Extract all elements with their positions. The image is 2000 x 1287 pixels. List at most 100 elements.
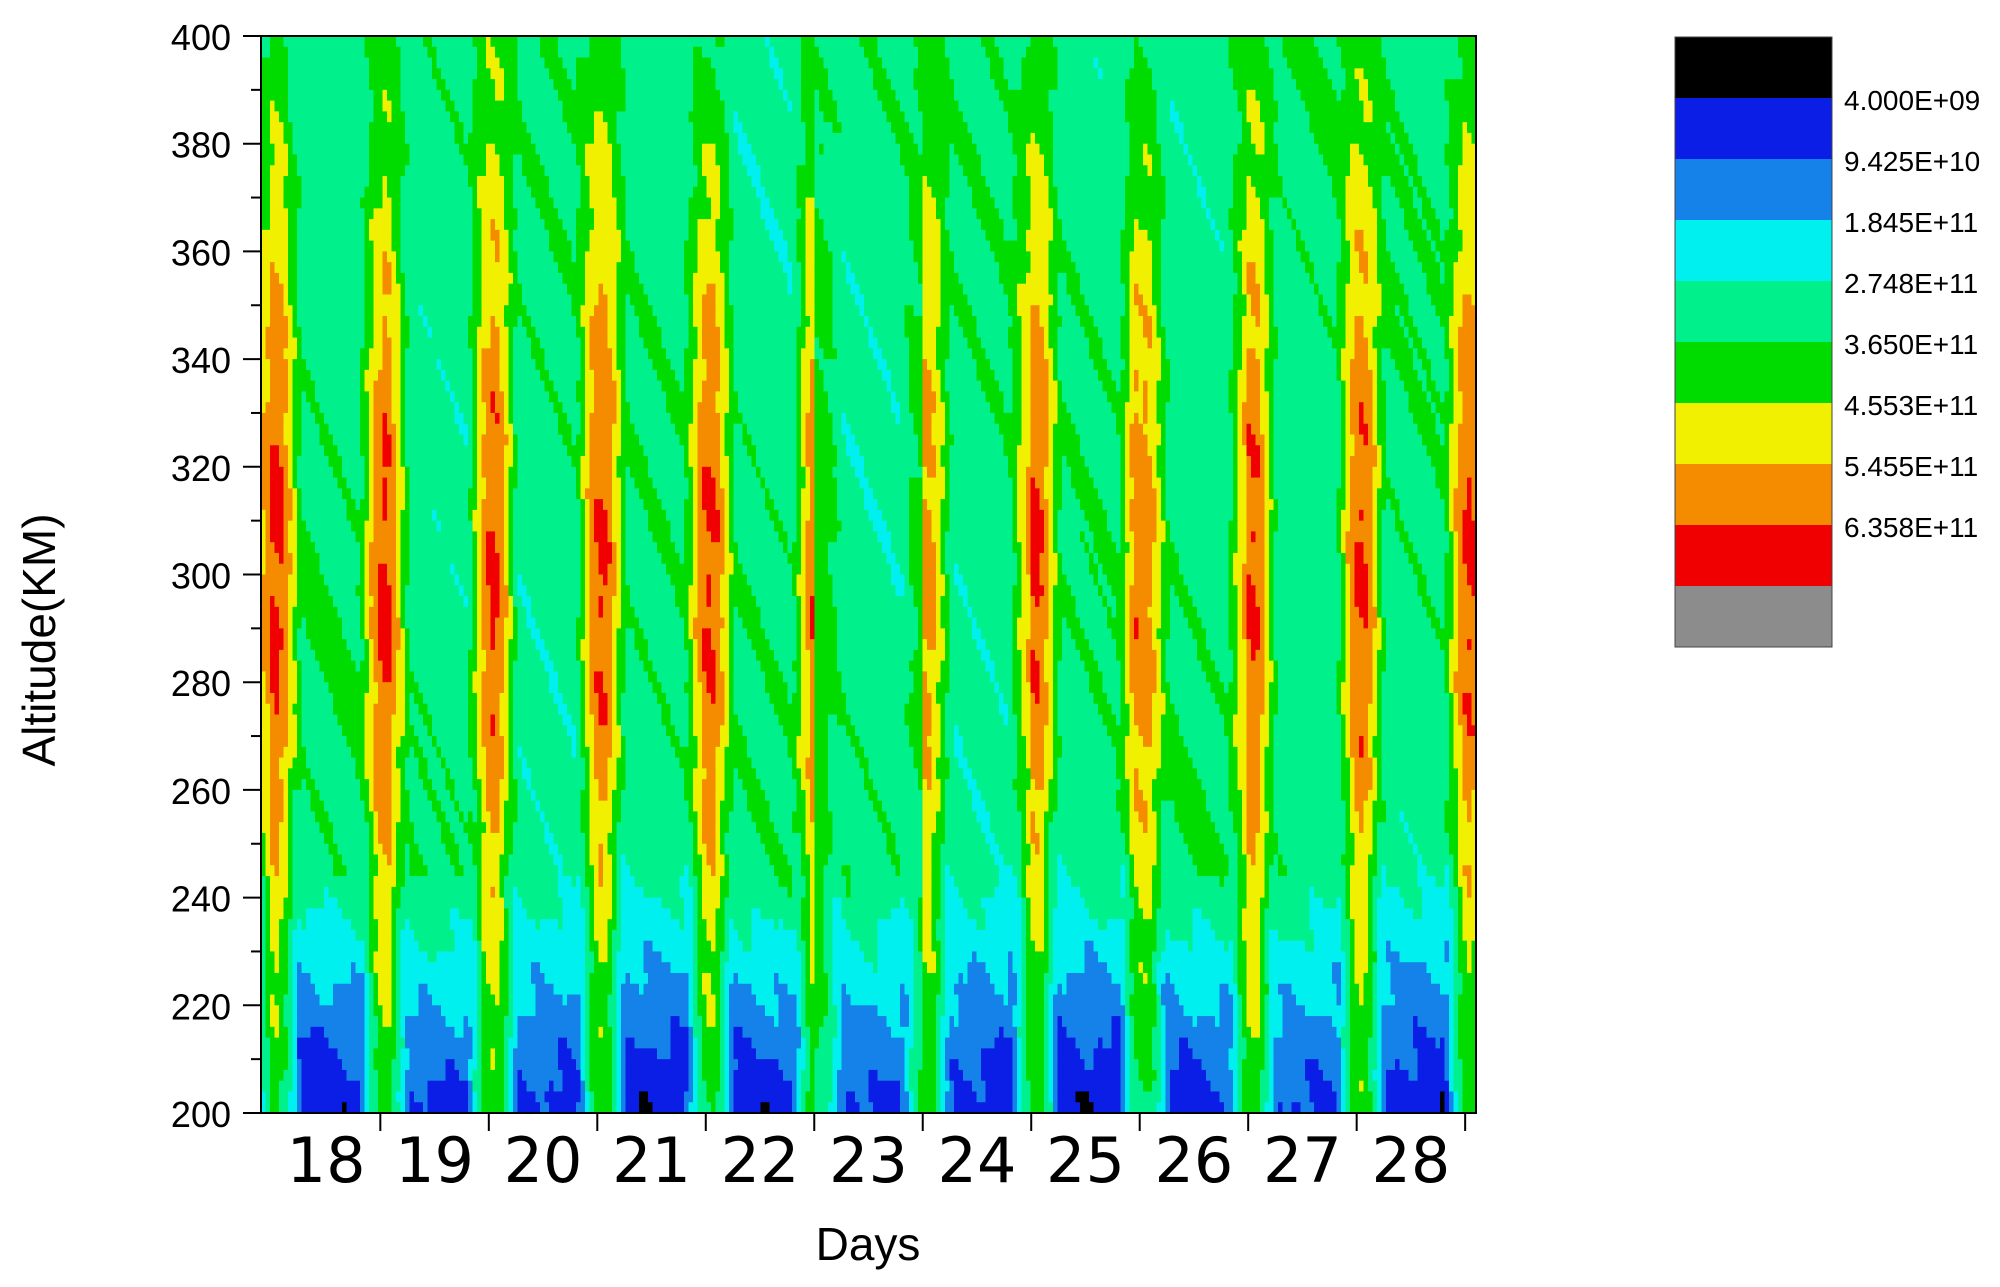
contour-cell — [1134, 380, 1140, 393]
contour-cell — [1129, 682, 1158, 694]
contour-cell — [270, 46, 289, 59]
contour-cell — [756, 649, 775, 662]
contour-cell — [369, 229, 393, 242]
contour-cell — [1435, 305, 1455, 317]
contour-cell — [864, 746, 915, 759]
contour-cell — [364, 703, 375, 716]
contour-cell — [1147, 402, 1158, 414]
contour-cell — [1368, 359, 1378, 371]
contour-cell — [1408, 326, 1419, 339]
contour-cell — [949, 186, 973, 199]
contour-cell — [1255, 89, 1275, 102]
contour-cell — [580, 337, 586, 349]
contour-cell — [373, 391, 393, 403]
contour-cell — [940, 380, 946, 393]
contour-cell — [972, 186, 991, 199]
contour-cell — [1048, 585, 1054, 597]
contour-cell — [796, 520, 802, 533]
contour-cell — [1012, 359, 1023, 371]
contour-cell — [684, 369, 694, 382]
contour-cell — [580, 186, 591, 199]
contour-cell — [1264, 617, 1270, 629]
contour-cell — [1057, 682, 1090, 694]
contour-cell — [922, 488, 946, 500]
contour-cell — [1359, 606, 1369, 619]
contour-cell — [801, 434, 807, 446]
contour-cell — [945, 434, 955, 446]
contour-cell — [288, 294, 298, 306]
contour-cell — [702, 488, 717, 500]
contour-cell — [774, 499, 798, 511]
contour-cell — [360, 542, 366, 554]
contour-cell — [1057, 520, 1090, 533]
contour-cell — [342, 725, 366, 737]
contour-cell — [648, 466, 685, 479]
contour-cell — [405, 369, 442, 382]
contour-cell — [1341, 456, 1347, 468]
contour-cell — [580, 703, 586, 716]
contour-cell — [508, 294, 523, 306]
contour-cell — [288, 391, 294, 403]
contour-cell — [1449, 768, 1459, 780]
contour-cell — [1395, 305, 1401, 317]
contour-cell — [1156, 316, 1162, 328]
contour-cell — [1377, 574, 1383, 586]
contour-cell — [1021, 563, 1027, 576]
contour-cell — [1260, 100, 1279, 112]
contour-cell — [702, 380, 721, 393]
contour-cell — [1273, 596, 1342, 608]
contour-cell — [1345, 79, 1360, 91]
contour-cell — [796, 391, 802, 403]
contour-cell — [1350, 369, 1374, 382]
contour-cell — [481, 779, 487, 791]
contour-cell — [837, 348, 874, 360]
contour-cell — [571, 423, 582, 436]
contour-cell — [1125, 445, 1131, 457]
contour-cell — [364, 746, 375, 759]
contour-cell — [1084, 326, 1099, 339]
contour-cell — [918, 46, 946, 59]
contour-cell — [1251, 122, 1266, 134]
contour-cell — [270, 488, 285, 500]
contour-cell — [409, 531, 474, 543]
contour-cell — [553, 251, 573, 263]
contour-cell — [283, 746, 298, 759]
contour-cell — [972, 617, 978, 629]
contour-cell — [1030, 197, 1050, 209]
contour-cell — [810, 369, 816, 382]
contour-cell — [1458, 563, 1468, 576]
contour-cell — [616, 779, 627, 791]
contour-cell — [1147, 380, 1158, 393]
contour-cell — [1098, 488, 1122, 500]
contour-cell — [1017, 736, 1027, 748]
contour-cell — [733, 617, 744, 629]
contour-cell — [432, 509, 438, 522]
contour-cell — [1264, 692, 1270, 705]
contour-cell — [1458, 703, 1464, 716]
contour-cell — [396, 585, 402, 597]
contour-cell — [850, 736, 861, 748]
contour-cell — [720, 197, 730, 209]
contour-cell — [400, 412, 406, 425]
contour-cell — [729, 132, 739, 145]
contour-cell — [481, 380, 501, 393]
contour-cell — [1336, 316, 1347, 328]
contour-cell — [1422, 219, 1428, 231]
contour-cell — [972, 348, 987, 360]
contour-cell — [837, 488, 865, 500]
contour-cell — [333, 703, 366, 716]
contour-cell — [891, 391, 897, 403]
contour-cell — [801, 369, 811, 382]
contour-cell — [1062, 477, 1072, 489]
contour-cell — [796, 412, 802, 425]
contour-cell — [814, 477, 838, 489]
contour-cell — [765, 186, 798, 199]
contour-cell — [729, 682, 735, 694]
contour-cell — [274, 596, 289, 608]
contour-cell — [1125, 111, 1158, 123]
contour-cell — [1237, 272, 1243, 285]
contour-cell — [810, 380, 816, 393]
contour-cell — [436, 79, 447, 91]
contour-cell — [693, 488, 699, 500]
contour-cell — [1062, 563, 1090, 576]
